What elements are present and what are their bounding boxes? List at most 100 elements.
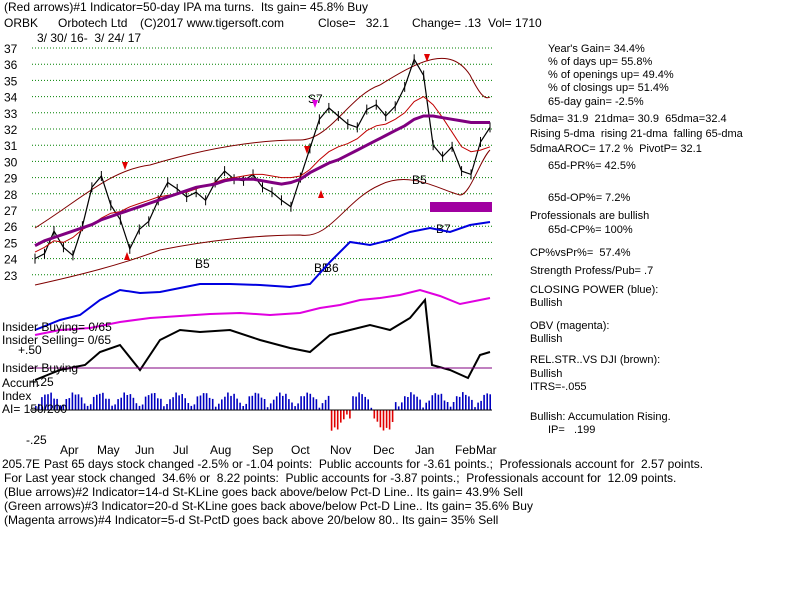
gain-65: 65-day gain= -2.5% [548,96,644,108]
footer-line-4: (Green arrows)#3 Indicator=20-d St-KLine… [4,499,533,513]
accum-bar [266,407,269,410]
accum-bar [248,396,251,410]
x-tick-label: May [97,443,120,457]
accum-bar [330,410,333,431]
openings-up: % of openings up= 49.4% [548,69,674,81]
accum-bar [169,399,171,410]
accum-bar [275,396,278,410]
accum-bar [458,396,461,410]
accum-bar [92,396,95,410]
accum-bar [111,405,113,410]
accum-bar [260,397,263,410]
closings-up: % of closings up= 51.4% [548,82,669,94]
accum-bar [77,394,80,410]
accum-bar [327,395,330,410]
lower-band [34,149,491,286]
accum-bar [355,396,357,410]
accum-bar [178,395,180,410]
accum-bar [397,406,400,410]
accum-bar [486,393,488,410]
accum-bar [144,396,147,410]
accum-bar [44,394,46,410]
accum-bar [141,404,144,410]
signal-annotations: S7 B5 B5 B5 B6 B7 [122,54,451,275]
y-tick-label: 24 [4,253,18,267]
accum-bar [114,404,116,410]
accum-bar [65,399,68,410]
accum-bar [230,395,232,410]
closing-power-label: CLOSING POWER (blue): [530,284,659,296]
symbol: ORBK [4,16,39,30]
accum-bar [349,410,351,419]
accum-bar [364,396,366,410]
accum-bar [53,398,55,410]
professionals-status: Professionals are bullish [530,210,650,222]
accum-bar [62,404,65,410]
aroc-pivot: 5dmaAROC= 17.2 % PivotP= 32.1 [530,143,702,155]
accum-bar [474,407,476,410]
accum-bar [471,399,473,410]
accum-bar [135,403,138,410]
accum-bar [153,393,156,410]
accum-bar [489,394,491,410]
accum-bar [190,405,193,410]
month-axis-labels: Apr May Jun Jul Aug Sep Oct Nov Dec Jan Feb Mar [60,443,497,457]
years-gain: Year's Gain= 34.4% [548,43,645,55]
index-label: Index [2,389,32,403]
volume-value: Vol= 1710 [488,16,542,30]
y-tick-label: 29 [4,172,18,186]
footer-line-2: For Last year stock changed 34.6% or 8.2… [4,471,677,485]
accum-bar [108,398,110,410]
minus25-label: -.25 [26,433,47,447]
annotation-b5-1: B5 [195,257,210,271]
ai-label: AI= 150/200 [2,402,68,416]
upper-band [34,57,491,229]
accum-bar [172,397,174,410]
accum-bar [251,395,254,410]
copyright: (C)2017 www.tigersoft.com [140,16,285,30]
x-tick-label: Mar [476,443,497,457]
accum-bar [218,403,220,410]
accum-bar [394,402,397,410]
accum-bar [352,396,354,410]
days-up: % of days up= 55.8% [548,56,653,68]
accum-bar [263,399,266,410]
strength-ratio: Strength Profess/Pub= .7 [530,265,654,277]
accum-bar [309,393,312,410]
y-tick-label: 36 [4,58,18,72]
x-tick-label: Oct [291,443,310,457]
accum-bar [477,402,479,410]
accum-bar [80,397,83,410]
accum-bar [236,398,238,410]
accum-bar [132,397,135,410]
accum-bar [227,392,229,410]
series-line-65-dma [34,114,490,247]
date-range: 3/ 30/ 16- 3/ 24/ 17 [37,31,142,45]
accum-bar [294,406,296,410]
accum-bar [446,402,449,410]
insider-selling-label: Insider Selling= 0/65 [2,333,112,347]
accum-bar [89,404,92,410]
y-tick-label: 32 [4,123,18,137]
y-tick-label: 27 [4,204,18,218]
accum-bar [123,392,125,410]
red-arrow-down [304,146,310,154]
dma-trend: Rising 5-dma rising 21-dma falling 65-dm… [530,128,743,140]
accum-bar [221,399,223,410]
y-tick-label: 28 [4,188,18,202]
accum-bar [175,392,177,410]
accum-bar [41,397,43,410]
accum-bar [242,406,244,410]
accum-bar [199,395,202,410]
price-axis-labels: 37 36 35 34 33 32 31 30 29 28 27 26 25 24 23 [4,42,18,283]
accum-bar [312,397,315,410]
accum-bar [99,393,101,410]
accum-bar [315,399,318,410]
accum-bar [379,410,382,428]
annotation-b5-2: B5 [314,261,329,275]
footer-prefix: 205.7E [2,457,41,471]
accum-bar [370,407,373,410]
accum-bar [373,410,376,419]
red-arrow-down [424,54,430,62]
plus50-label: +.50 [18,343,42,357]
